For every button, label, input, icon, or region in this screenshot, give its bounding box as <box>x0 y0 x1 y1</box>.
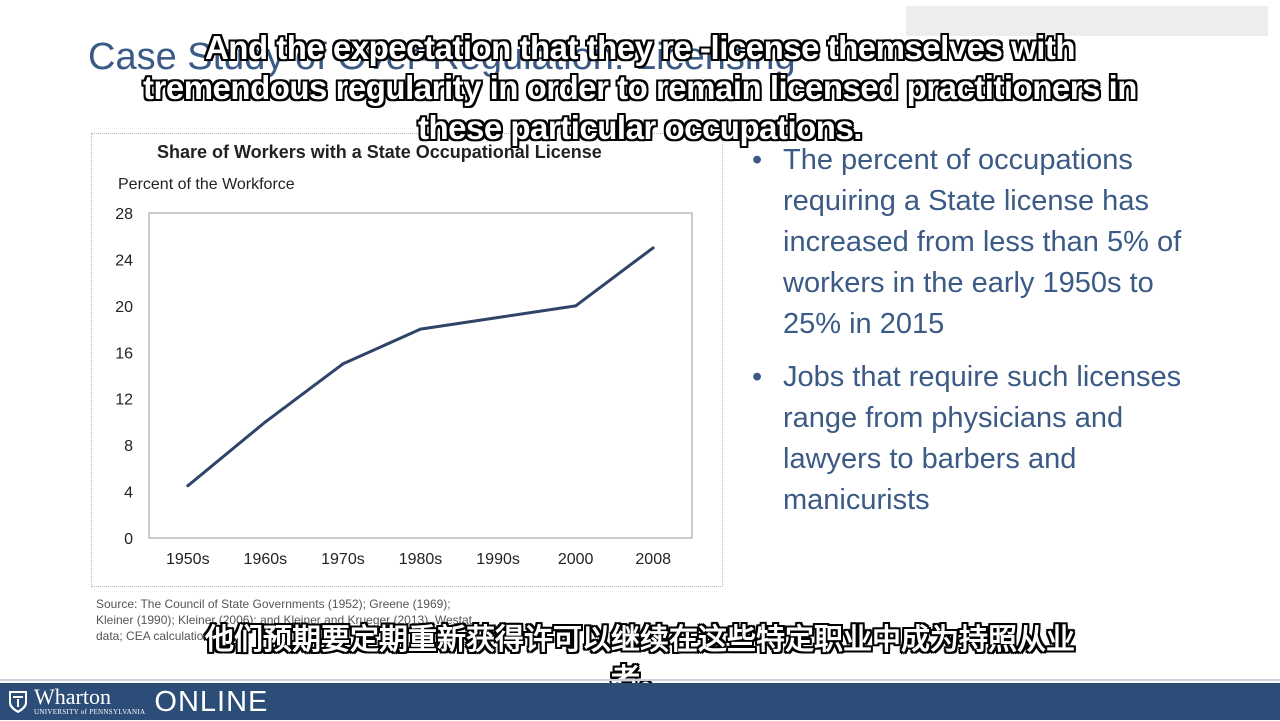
x-tick-label: 1970s <box>321 551 365 568</box>
x-tick-label: 2000 <box>558 551 594 568</box>
y-tick-label: 12 <box>115 392 133 409</box>
bullet-dot-icon: • <box>752 144 763 176</box>
footer-divider <box>0 679 1280 681</box>
data-point <box>186 484 190 488</box>
data-point <box>496 315 500 319</box>
series-line <box>186 246 655 487</box>
chart-ticks: 0 4 8 12 16 20 24 28 1950s 1960s 1970s 1980s 1990s 20… <box>115 206 671 568</box>
bullet-item: • The percent of occupations requiring a… <box>748 140 1218 345</box>
wharton-wordmark: Wharton UNIVERSITY of PENNSYLVANIA <box>34 686 145 717</box>
data-point <box>263 420 267 424</box>
subtitle-english: And the expectation that they re -licens… <box>143 29 1137 146</box>
chart-series <box>186 246 655 488</box>
y-tick-label: 28 <box>115 206 133 223</box>
bullet-dot-icon: • <box>752 361 763 393</box>
data-point <box>341 362 345 366</box>
source-note: Source: The Council of State Governments… <box>96 597 472 643</box>
x-tick-label: 1950s <box>166 551 210 568</box>
y-tick-label: 8 <box>124 438 133 455</box>
x-tick-label: 1960s <box>244 551 288 568</box>
wharton-brand: Wharton <box>34 684 111 709</box>
data-point <box>651 246 655 250</box>
wharton-university: UNIVERSITY of PENNSYLVANIA <box>34 708 146 716</box>
wharton-online-logo: Wharton UNIVERSITY of PENNSYLVANIA ONLIN… <box>8 683 268 720</box>
y-tick-label: 16 <box>115 345 133 362</box>
bullet-text: Jobs that require such licenses range fr… <box>783 361 1182 516</box>
corner-panel <box>906 6 1268 36</box>
chart-y-axis-label: Percent of the Workforce <box>118 176 295 193</box>
y-tick-label: 20 <box>115 299 133 316</box>
footer-bar <box>0 683 1280 720</box>
bullet-text: The percent of occupations requiring a S… <box>783 144 1182 340</box>
slide-title: Case Study of Over-Regulation: Licensing <box>88 36 796 78</box>
bullet-list: • The percent of occupations requiring a… <box>748 140 1218 533</box>
x-tick-label: 1990s <box>476 551 520 568</box>
y-tick-label: 24 <box>115 252 133 269</box>
x-tick-label: 2008 <box>635 551 671 568</box>
chart-frame: Share of Workers with a State Occupation… <box>91 133 723 587</box>
y-tick-label: 0 <box>124 531 133 548</box>
data-point <box>419 327 422 331</box>
x-tick-label: 1980s <box>399 551 443 568</box>
wharton-crest-icon <box>9 691 27 713</box>
chart-title: Share of Workers with a State Occupation… <box>157 142 602 162</box>
chart-axes <box>148 212 693 539</box>
bullet-item: • Jobs that require such licenses range … <box>748 357 1218 521</box>
data-point <box>574 304 578 308</box>
line-chart: 0 4 8 12 16 20 24 28 1950s 1960s 1970s 1980s 1990s 20… <box>115 206 693 568</box>
plot-area-border <box>148 212 693 539</box>
y-tick-label: 4 <box>124 485 133 502</box>
online-label: ONLINE <box>154 686 269 718</box>
